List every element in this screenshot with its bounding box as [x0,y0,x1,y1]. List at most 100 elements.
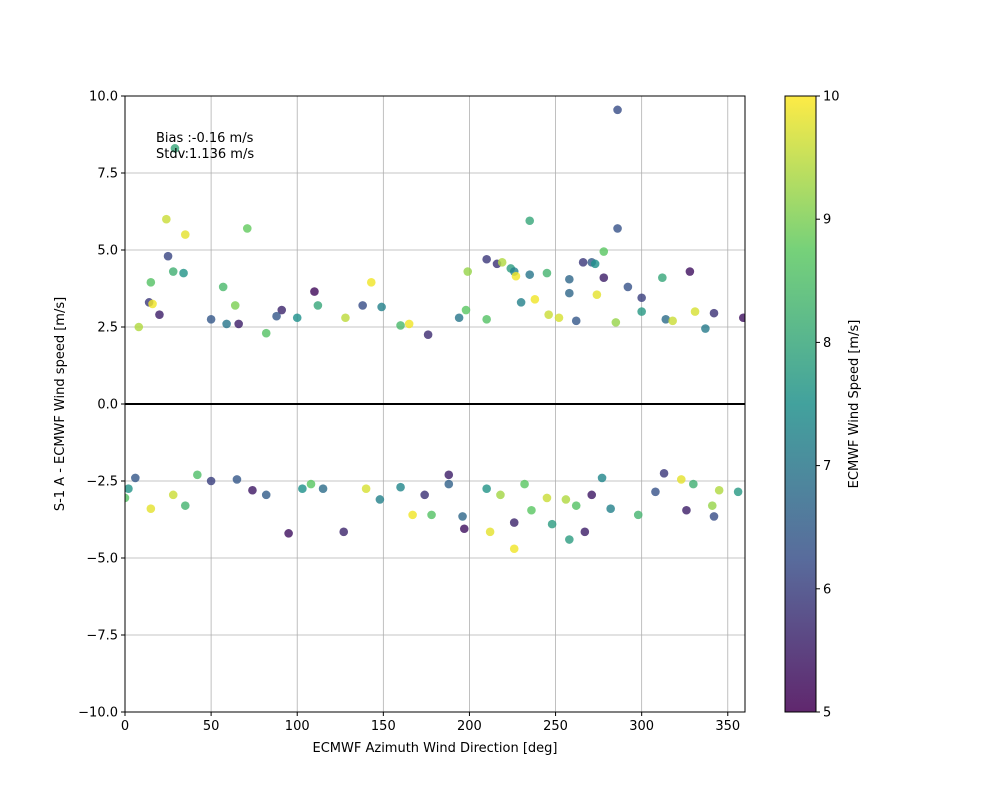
scatter-point [590,259,600,269]
scatter-point [613,224,622,233]
colorbar [785,96,816,712]
scatter-point [261,490,271,500]
scatter-point [587,490,597,500]
scatter-point [423,330,433,340]
scatter-point [155,310,164,319]
scatter-point [554,313,564,323]
x-tick-label: 0 [121,719,129,734]
scatter-point [485,527,495,537]
scatter-point [125,493,130,503]
scatter-point [571,501,581,510]
scatter-point [232,475,242,484]
scatter-point [578,258,588,267]
scatter-point [461,305,471,315]
scatter-point [606,504,615,514]
scatter-point [272,311,281,321]
y-tick-label: 5.0 [97,244,118,259]
y-tick-label: 2.5 [97,321,118,336]
scatter-point [375,495,385,504]
scatter-point [682,505,691,515]
scatter-point [125,484,133,493]
x-tick-label: 100 [285,719,310,734]
bias-annotation: Bias :-0.16 m/s [156,131,254,146]
scatter-point [361,484,371,494]
scatter-point [701,324,710,333]
scatter-point [180,230,190,239]
scatter-point [168,267,178,276]
scatter-point [218,282,228,292]
scatter-point [527,505,536,515]
scatter-point [597,473,607,483]
scatter-point [733,487,743,497]
scatter-point [292,313,302,323]
scatter-point [482,484,491,494]
scatter-point [520,479,529,489]
scatter-point [444,479,454,489]
scatter-point [690,307,700,316]
scatter-point [565,274,574,284]
scatter-point [565,535,574,544]
scatter-point [148,299,157,309]
scatter-point [509,544,519,554]
x-tick-label: 200 [457,719,482,734]
scatter-point [613,105,622,115]
scatter-point [230,301,240,310]
scatter-point [599,273,609,283]
scatter-point [248,485,257,495]
scatter-point [420,490,429,500]
scatter-point [496,490,505,500]
scatter-point [458,512,467,521]
scatter-point [377,302,386,312]
scatter-point [516,298,526,307]
scatter-point [525,270,535,279]
scatter-point [463,267,473,276]
scatter-point [685,267,695,276]
scatter-point [633,510,643,520]
colorbar-ticks: 5 6 7 8 9 10 [816,90,840,721]
scatter-point [298,484,307,494]
scatter-point [565,288,574,298]
scatter-point [408,510,417,520]
scatter-point [689,479,698,489]
scatter-point [222,319,231,329]
scatter-point [611,318,621,327]
scatter-point [511,271,521,281]
x-axis-label: ECMWF Azimuth Wind Direction [deg] [313,741,558,756]
x-tick-label: 50 [203,719,220,734]
colorbar-frame [784,95,817,713]
scatter-point [206,315,216,324]
scatter-point [162,214,171,224]
y-tick-label: 7.5 [97,167,118,182]
scatter-point [396,321,405,330]
scatter-point [542,268,552,278]
scatter-point [163,251,173,261]
scatter-point [738,313,745,323]
scatter-point [310,287,319,296]
scatter-point [668,316,677,326]
colorbar-tick-label: 10 [823,90,840,105]
scatter-point [561,495,571,504]
scatter-point [193,470,202,480]
y-tick-label: −5.0 [86,552,118,567]
scatter-point [547,519,557,529]
scatter-point [170,144,180,153]
x-tick-label: 300 [629,719,654,734]
scatter-point [234,319,243,329]
colorbar-tick-label: 8 [823,336,831,351]
scatter-point [366,278,376,287]
scatter-point [318,484,328,494]
scatter-point [261,328,271,338]
scatter-point [482,315,491,324]
scatter-point [206,476,216,486]
scatter-point [396,482,405,492]
scatter-point [180,501,190,510]
scatter-point [497,258,507,267]
scatter-point [623,282,633,292]
scatter-point [341,313,350,323]
colorbar-tick-label: 5 [823,706,831,721]
y-tick-label: 0.0 [97,398,118,413]
stdv-annotation: Stdv:1.136 m/s [156,147,254,162]
scatter-point [454,313,464,323]
y-tick-label: −10.0 [78,706,118,721]
